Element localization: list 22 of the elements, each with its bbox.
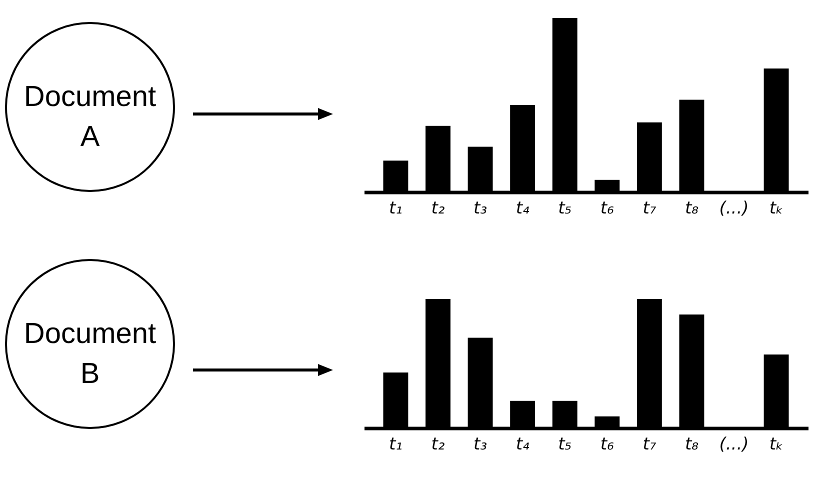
- x-tick-label: t₅: [558, 198, 572, 218]
- x-tick-label: t₂: [431, 198, 445, 218]
- x-tick-label: t₅: [558, 434, 572, 454]
- x-tick-label: t₈: [684, 198, 699, 218]
- x-tick-label: t₄: [516, 434, 530, 454]
- x-tick-label: t₂: [431, 434, 445, 454]
- x-tick-label: t₆: [600, 198, 614, 218]
- x-tick-label: t₆: [600, 434, 614, 454]
- x-tick-label: t₃: [474, 434, 488, 454]
- x-tick-label: t₃: [474, 198, 488, 218]
- x-tick-label: tₖ: [769, 434, 784, 454]
- x-tick-label: (...): [719, 198, 749, 218]
- text: Document B: [22, 317, 158, 392]
- x-tick-label: t₄: [516, 198, 530, 218]
- x-tick-label: t₇: [642, 434, 656, 454]
- x-tick-label: tₖ: [769, 198, 784, 218]
- x-tick-label: t₈: [684, 434, 699, 454]
- x-tick-label: t₇: [642, 198, 656, 218]
- x-tick-label: t₁: [388, 198, 402, 218]
- x-tick-label: t₁: [388, 434, 402, 454]
- x-tick-label: (...): [719, 434, 749, 454]
- text: Document A: [22, 80, 158, 155]
